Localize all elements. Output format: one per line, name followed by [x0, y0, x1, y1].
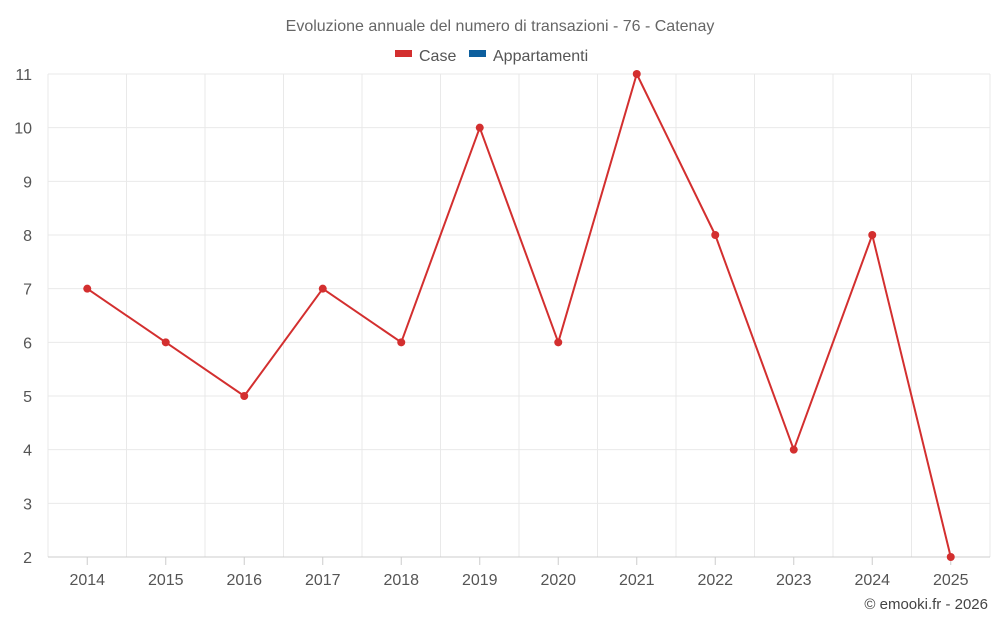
x-tick-label: 2021 [619, 572, 655, 589]
data-point[interactable] [946, 553, 955, 561]
legend-swatch-appartamenti [469, 50, 486, 57]
x-axis-ticks: 2014 2015 2016 2017 2018 2019 2020 2021 2022 2023… [69, 557, 969, 589]
x-tick-label: 2019 [462, 572, 498, 589]
data-point[interactable] [83, 284, 92, 293]
x-tick-label: 2022 [697, 572, 733, 589]
x-tick-label: 2023 [776, 572, 812, 589]
legend-label-appartamenti: Appartamenti [493, 48, 588, 65]
x-tick-label: 2024 [854, 572, 890, 589]
x-tick-label: 2014 [69, 572, 105, 589]
legend-label-case: Case [419, 48, 456, 65]
credit-text: © emooki.fr - 2026 [864, 596, 988, 613]
legend-swatch-case [395, 50, 412, 57]
grid [47, 73, 991, 558]
x-tick-label: 2016 [226, 572, 262, 589]
x-tick-label: 2017 [305, 572, 341, 589]
y-tick-label: 3 [23, 496, 32, 513]
y-tick-label: 5 [23, 389, 32, 406]
data-point[interactable] [554, 338, 563, 347]
x-tick-label: 2015 [148, 572, 184, 589]
x-tick-label: 2025 [933, 572, 969, 589]
data-point[interactable] [711, 231, 720, 239]
y-tick-label: 4 [23, 443, 32, 460]
legend: Case Appartamenti [395, 48, 588, 65]
data-point[interactable] [318, 284, 327, 293]
y-axis-ticks: 2 3 4 5 6 7 8 9 10 11 [14, 67, 32, 567]
data-point[interactable] [789, 445, 798, 454]
data-point[interactable] [161, 338, 170, 347]
series-line-case [86, 73, 952, 558]
data-point[interactable] [240, 392, 249, 400]
y-tick-label: 11 [15, 67, 32, 84]
y-tick-label: 6 [23, 335, 32, 352]
data-point[interactable] [475, 123, 484, 132]
series-case [83, 70, 955, 561]
x-tick-label: 2018 [383, 572, 419, 589]
y-tick-label: 10 [14, 121, 32, 138]
data-point[interactable] [632, 70, 641, 78]
x-tick-label: 2020 [540, 572, 576, 589]
legend-item-case[interactable]: Case [395, 48, 456, 65]
y-tick-label: 8 [23, 228, 32, 245]
chart-title: Evoluzione annuale del numero di transaz… [286, 18, 715, 35]
legend-item-appartamenti[interactable]: Appartamenti [469, 48, 588, 65]
data-point[interactable] [397, 338, 406, 347]
y-tick-label: 2 [23, 550, 32, 567]
data-point[interactable] [868, 231, 877, 239]
y-tick-label: 9 [23, 174, 32, 191]
y-tick-label: 7 [23, 282, 32, 299]
